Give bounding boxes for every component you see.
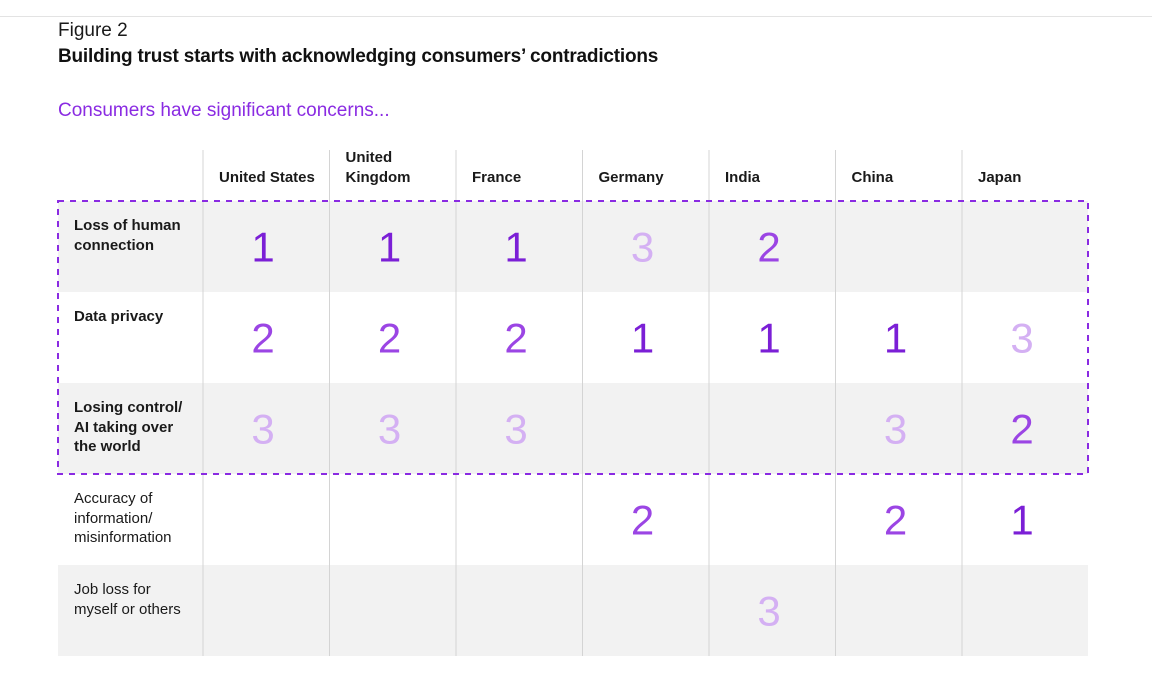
rank-value: 3 — [378, 406, 401, 453]
row-band — [58, 383, 1088, 474]
row-label: Data privacy — [74, 308, 164, 325]
row-label: Job loss for myself or others — [74, 581, 181, 618]
figure-title: Building trust starts with acknowledging… — [58, 46, 659, 67]
rank-value: 2 — [251, 315, 274, 362]
rank-value: 2 — [631, 497, 654, 544]
column-header: China — [851, 169, 894, 186]
row-label: Loss of human connection — [74, 217, 181, 254]
top-rule — [0, 16, 1152, 17]
row-band — [58, 565, 1088, 656]
rank-value: 1 — [1010, 497, 1033, 544]
rank-value: 1 — [884, 315, 907, 362]
rank-value: 3 — [884, 406, 907, 453]
rank-value: 1 — [251, 224, 274, 271]
figure-subtitle: Consumers have significant concerns... — [58, 100, 390, 121]
rank-value: 2 — [378, 315, 401, 362]
column-header: Germany — [598, 169, 664, 186]
rank-value: 1 — [504, 224, 527, 271]
column-header: United Kingdom — [345, 149, 411, 186]
rank-value: 3 — [251, 406, 274, 453]
rank-value: 1 — [378, 224, 401, 271]
rank-value: 3 — [1010, 315, 1033, 362]
figure-label: Figure 2 — [58, 20, 128, 41]
row-label: Accuracy of information/misinformation — [74, 490, 172, 546]
rank-value: 3 — [631, 224, 654, 271]
rank-value: 2 — [1010, 406, 1033, 453]
rank-value: 2 — [757, 224, 780, 271]
column-header: France — [472, 169, 522, 186]
row-band — [58, 201, 1088, 292]
rank-value: 2 — [504, 315, 527, 362]
rank-value: 3 — [757, 588, 780, 635]
row-label: Losing control/AI taking over the world — [74, 399, 183, 455]
rank-value: 1 — [757, 315, 780, 362]
rank-value: 2 — [884, 497, 907, 544]
rank-value: 3 — [504, 406, 527, 453]
column-header: India — [725, 169, 761, 186]
column-header: United States — [219, 169, 315, 186]
rank-value: 1 — [631, 315, 654, 362]
highlight-box — [57, 200, 1089, 475]
column-header: Japan — [978, 169, 1022, 186]
